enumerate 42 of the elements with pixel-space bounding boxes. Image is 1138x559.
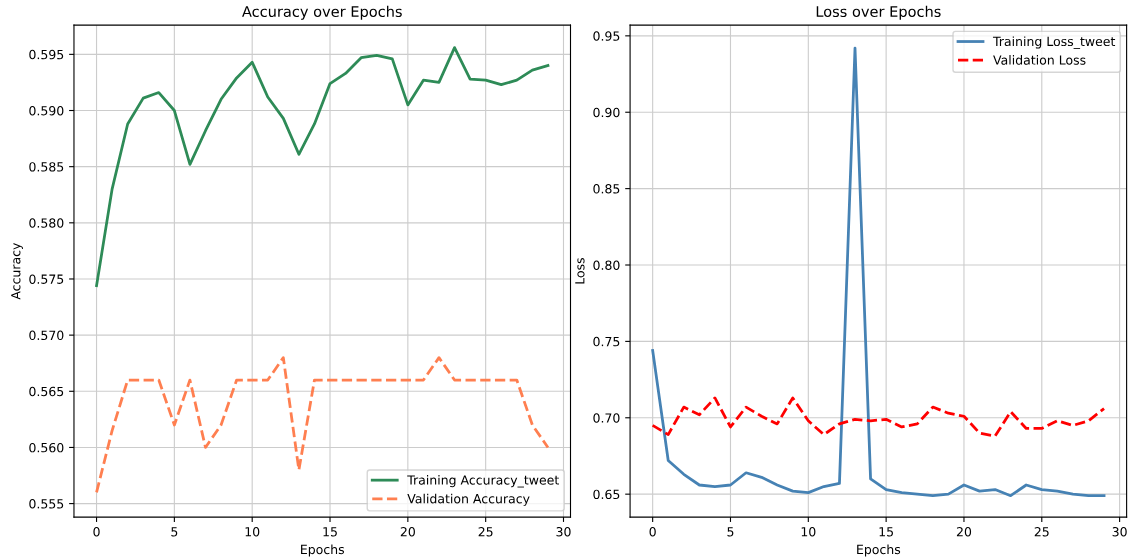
- legend-label: Training Accuracy_tweet: [407, 475, 559, 488]
- line-series: [95, 46, 550, 288]
- x-tick-label: 0: [93, 527, 100, 537]
- y-axis-title: Accuracy: [11, 242, 23, 300]
- y-tick-label: 0.85: [593, 184, 620, 194]
- chart-title: Accuracy over Epochs: [242, 5, 402, 20]
- x-tick-label: 10: [245, 527, 260, 537]
- line-series: [651, 396, 1106, 438]
- y-tick-label: 0.80: [593, 260, 620, 270]
- x-tick-label: 25: [1034, 527, 1049, 537]
- y-tick-label: 0.590: [29, 105, 64, 116]
- y-axis-title: Loss: [575, 258, 585, 284]
- y-tick-label: 0.595: [29, 49, 64, 60]
- y-tick-label: 0.70: [593, 413, 620, 423]
- x-tick-label: 15: [879, 527, 893, 537]
- legend-label: Validation Loss: [993, 55, 1086, 65]
- y-tick-label: 0.565: [29, 386, 64, 397]
- x-axis-title: Epochs: [301, 544, 345, 557]
- x-tick-label: 15: [323, 527, 337, 537]
- y-tick-label: 0.90: [593, 107, 620, 118]
- x-tick-label: 30: [556, 527, 571, 537]
- x-tick-label: 20: [956, 527, 972, 537]
- y-tick-label: 0.575: [29, 274, 64, 284]
- y-tick-label: 0.580: [29, 218, 64, 228]
- legend-label: Validation Accuracy: [407, 493, 530, 506]
- y-tick-label: 0.65: [593, 489, 620, 500]
- x-tick-label: 30: [1112, 527, 1127, 537]
- y-tick-label: 0.95: [593, 31, 620, 41]
- chart-title: Loss over Epochs: [816, 5, 941, 20]
- y-tick-label: 0.570: [29, 330, 64, 341]
- y-tick-label: 0.585: [29, 162, 64, 172]
- y-tick-label: 0.555: [29, 499, 64, 509]
- x-tick-label: 5: [727, 527, 734, 537]
- x-tick-label: 20: [400, 527, 415, 537]
- x-axis-title: Epochs: [857, 544, 901, 557]
- x-tick-label: 0: [649, 527, 656, 537]
- x-tick-label: 10: [801, 527, 816, 537]
- legend-label: Training Loss_tweet: [992, 36, 1116, 49]
- x-tick-label: 25: [478, 527, 493, 537]
- y-tick-label: 0.75: [593, 336, 620, 347]
- y-tick-label: 0.560: [29, 442, 64, 453]
- x-tick-label: 5: [171, 527, 178, 537]
